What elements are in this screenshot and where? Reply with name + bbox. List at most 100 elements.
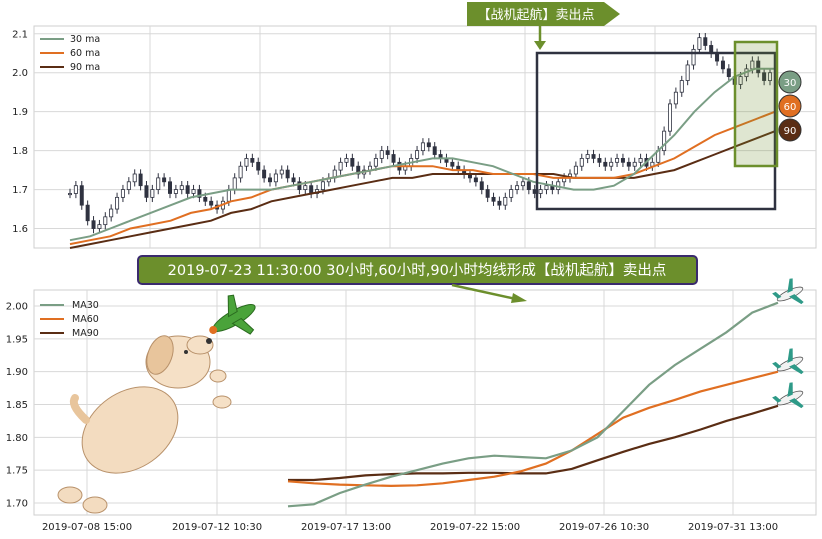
candle-body (167, 181, 172, 194)
candle-body (232, 177, 237, 190)
candle-body (379, 150, 384, 159)
candle-body (420, 142, 425, 152)
bottom-panel: 1.70 1.75 1.80 1.85 1.90 1.95 2.00 2019-07-08 … (6, 278, 817, 533)
candle-body (538, 189, 543, 194)
bottom-y-ticks: 1.70 1.75 1.80 1.85 1.90 1.95 2.00 (6, 302, 28, 510)
candle-body (344, 158, 349, 163)
bottom-legend: MA30 MA60 MA90 (40, 300, 99, 339)
candle-body (115, 196, 120, 210)
candle-body (238, 165, 243, 179)
candle-body (85, 204, 90, 222)
legend-90ma-label: 90 ma (70, 62, 100, 73)
bottom-x-tick-label: 2019-07-31 13:00 (688, 522, 778, 533)
candle-body (391, 154, 396, 163)
candle-body (226, 189, 231, 202)
candle-body (426, 142, 431, 148)
airplane-icon (772, 382, 804, 409)
top-ma-lines (69, 67, 776, 249)
candle-body (144, 185, 149, 198)
bottom-y-tick-label: 2.00 (6, 302, 28, 313)
top-plot-frame (33, 25, 817, 249)
candle-body (73, 185, 78, 194)
bottom-x-ticks: 2019-07-08 15:00 2019-07-12 10:30 2019-07-… (42, 522, 778, 533)
top-line-ma60 (69, 110, 776, 246)
candle-body (415, 150, 420, 159)
bottom-x-tick-label: 2019-07-12 10:30 (172, 522, 262, 533)
candle-body (697, 37, 702, 50)
candle-body (585, 154, 590, 159)
candle-body (491, 196, 496, 202)
candle-body (244, 158, 249, 167)
bottom-x-tick-label: 2019-07-17 13:00 (301, 522, 391, 533)
candle-body (97, 224, 102, 229)
candle-body (691, 48, 696, 66)
candle-body (597, 158, 602, 163)
candle-body (768, 72, 773, 81)
candle-body (262, 169, 267, 179)
candle-body (138, 173, 143, 187)
candle-body (156, 177, 161, 190)
bottom-line-ma60 (287, 370, 779, 488)
candle-body (591, 154, 596, 159)
candle-body (520, 181, 525, 187)
candle-body (685, 64, 690, 81)
candle-body (179, 185, 184, 190)
candle-body (209, 200, 214, 206)
middle-banner-arrow-head (511, 293, 527, 303)
candle-body (526, 181, 531, 190)
candle-body (615, 158, 620, 163)
candle-body (703, 37, 708, 46)
candle-body (356, 165, 361, 175)
candle-body (450, 161, 455, 167)
candle-body (373, 158, 378, 167)
candle-body (620, 158, 625, 163)
middle-banner-arrow-shaft (451, 283, 517, 301)
bottom-y-tick-label: 1.70 (6, 499, 28, 510)
candle-body (662, 130, 667, 152)
candle-body (668, 103, 673, 132)
top-y-tick-label: 1.9 (12, 107, 28, 118)
candle-body (762, 72, 767, 81)
candle-body (256, 161, 261, 171)
candle-body (338, 161, 343, 171)
ma90-end-marker: 90 (778, 118, 802, 142)
candle-body (279, 169, 284, 175)
candle-body (544, 185, 549, 190)
airplane-icon (772, 348, 804, 375)
candle-body (185, 185, 190, 194)
legend-60ma-label: 60 ma (70, 48, 100, 59)
dog-with-plane-illustration (57, 294, 256, 514)
ma30-end-marker: 30 (778, 70, 802, 94)
middle-banner: 2019-07-23 11:30:00 30小时,60小时,90小时均线形成【战… (137, 255, 698, 303)
candle-body (68, 193, 73, 196)
candle-body (632, 161, 637, 167)
ma30-end-label: 30 (784, 78, 797, 89)
legend-ma60-label: MA60 (72, 314, 99, 325)
top-line-ma30 (69, 67, 775, 242)
top-gridlines (34, 26, 816, 248)
candle-body (715, 52, 720, 62)
bottom-line-ma30 (287, 301, 779, 508)
bottom-x-tick-label: 2019-07-26 10:30 (559, 522, 649, 533)
top-y-tick-label: 2.0 (12, 68, 28, 79)
candle-body (626, 161, 631, 167)
candle-body (385, 150, 390, 155)
candle-body (756, 60, 761, 74)
candle-body (738, 76, 743, 85)
bottom-y-tick-label: 1.90 (6, 367, 28, 378)
legend-ma90-label: MA90 (72, 328, 99, 339)
top-y-ticks: 1.6 1.7 1.8 1.9 2.0 2.1 (12, 29, 28, 235)
candle-body (150, 189, 155, 198)
signal-region-box (535, 51, 777, 211)
candle-body (309, 185, 314, 194)
candle-body (103, 216, 108, 226)
candle-body (579, 158, 584, 167)
candle-body (573, 165, 578, 175)
middle-banner-text: 2019-07-23 11:30:00 30小时,60小时,90小时均线形成【战… (168, 262, 667, 279)
candle-body (503, 196, 508, 206)
candle-body (132, 173, 137, 183)
top-legend: 30 ma 60 ma 90 ma (40, 34, 100, 73)
candle-body (291, 177, 296, 183)
bottom-line-ma90 (288, 404, 779, 482)
